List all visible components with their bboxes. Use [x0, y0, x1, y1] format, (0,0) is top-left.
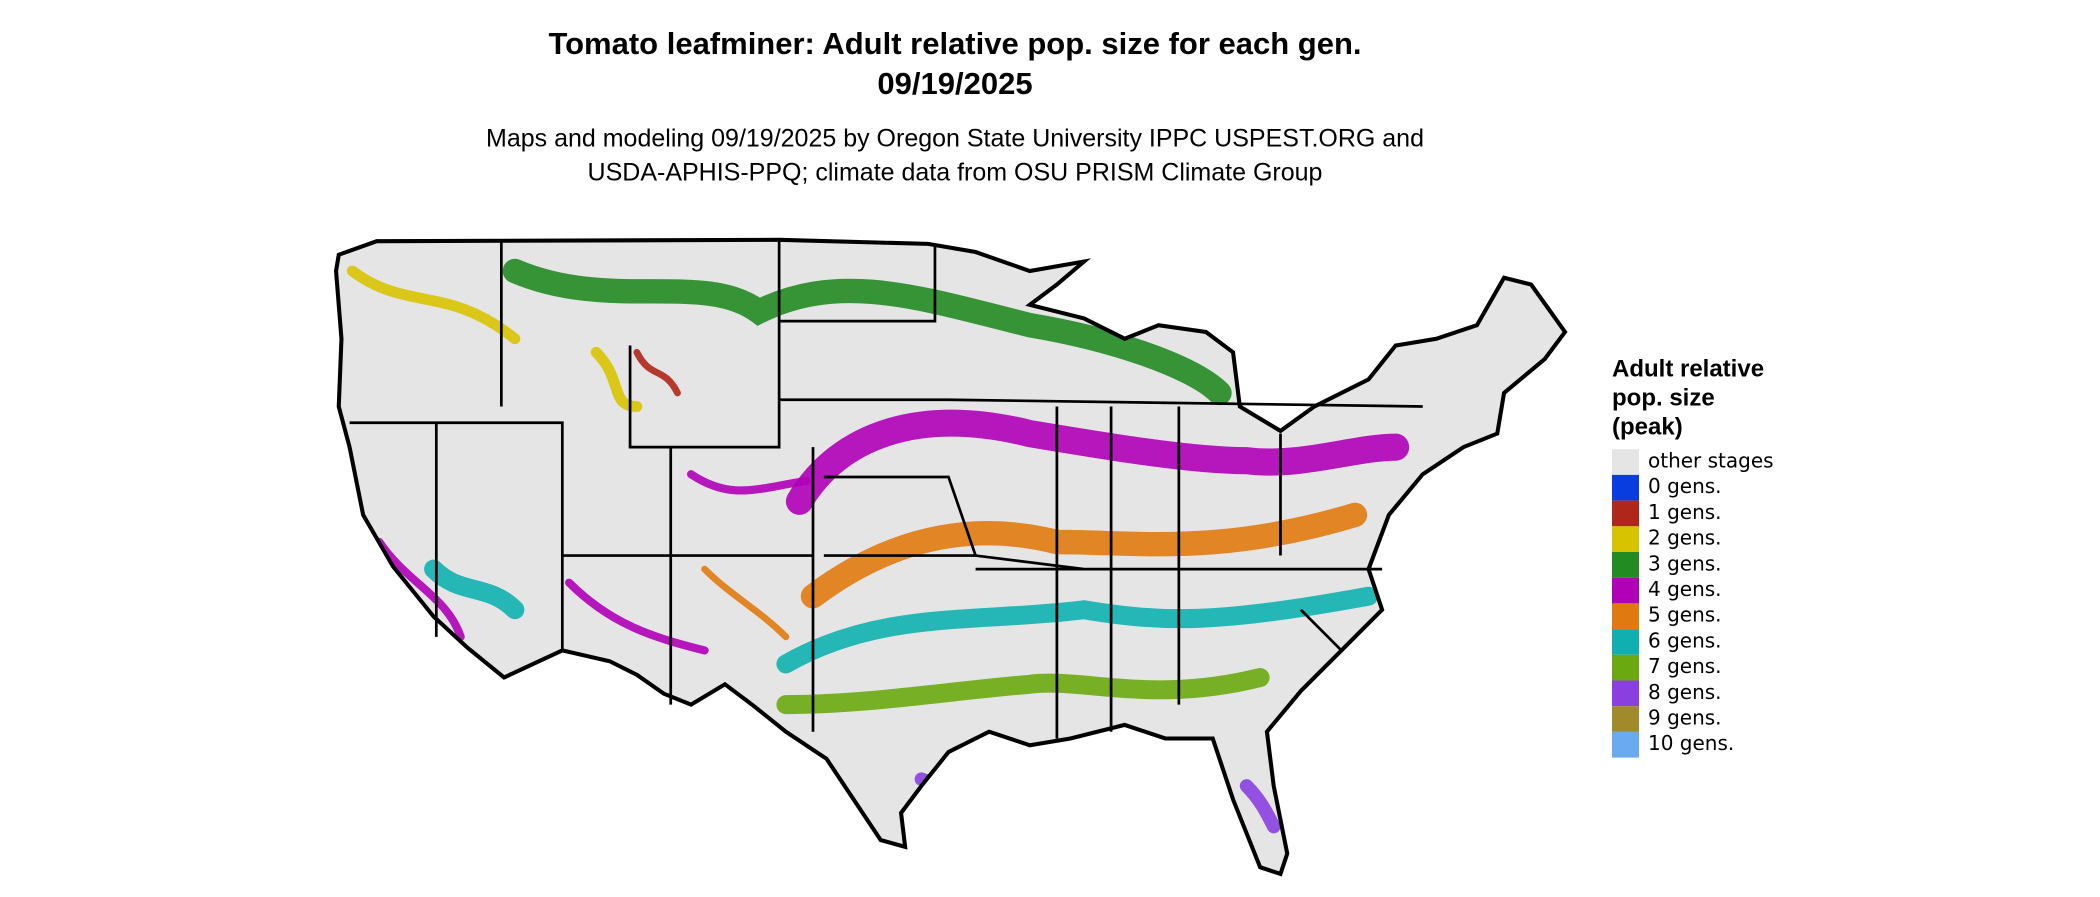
legend-label: other stages [1648, 449, 1774, 473]
subtitle: Maps and modeling 09/19/2025 by Oregon S… [486, 125, 1424, 153]
legend-label: 3 gens. [1648, 551, 1722, 575]
land [336, 239, 1566, 874]
legend-label: 1 gens. [1648, 500, 1722, 524]
legend-label: 9 gens. [1648, 706, 1722, 730]
legend-swatch [1612, 474, 1639, 501]
legend-swatch [1612, 603, 1639, 630]
legend-title: Adult relative [1612, 355, 1764, 382]
date: 09/19/2025 [877, 66, 1032, 101]
legend-swatch [1612, 654, 1639, 681]
legend-swatch [1612, 449, 1639, 475]
state-borders [349, 239, 1423, 739]
legend-swatch [1612, 552, 1639, 578]
legend-label: 5 gens. [1648, 603, 1722, 627]
legend-label: 2 gens. [1648, 526, 1722, 550]
band [785, 409, 1410, 515]
title: Tomato leafminer: Adult relative pop. si… [548, 26, 1361, 61]
band [633, 348, 681, 397]
legend-title: pop. size [1612, 384, 1715, 411]
legend-label: 4 gens. [1648, 577, 1722, 601]
legend-label: 7 gens. [1648, 654, 1722, 678]
legend-label: 8 gens. [1648, 680, 1722, 704]
legend-title: (peak) [1612, 413, 1683, 440]
band [502, 258, 1232, 406]
legend-swatch [1612, 500, 1639, 527]
legend-label: 0 gens. [1648, 474, 1722, 498]
legend-swatch [1612, 731, 1639, 758]
band [375, 470, 811, 655]
band [701, 565, 790, 641]
legend-swatch [1612, 629, 1639, 655]
map [336, 240, 1565, 874]
legend-swatch [1612, 680, 1639, 707]
subtitle: USDA-APHIS-PPQ; climate data from OSU PR… [588, 159, 1323, 187]
legend-swatch [1612, 526, 1639, 552]
legend-swatch [1612, 577, 1639, 604]
legend-label: 6 gens. [1648, 628, 1722, 652]
legend-label: 10 gens. [1648, 731, 1734, 755]
legend-swatch [1612, 706, 1639, 732]
band [776, 668, 1270, 715]
band [424, 559, 1379, 674]
